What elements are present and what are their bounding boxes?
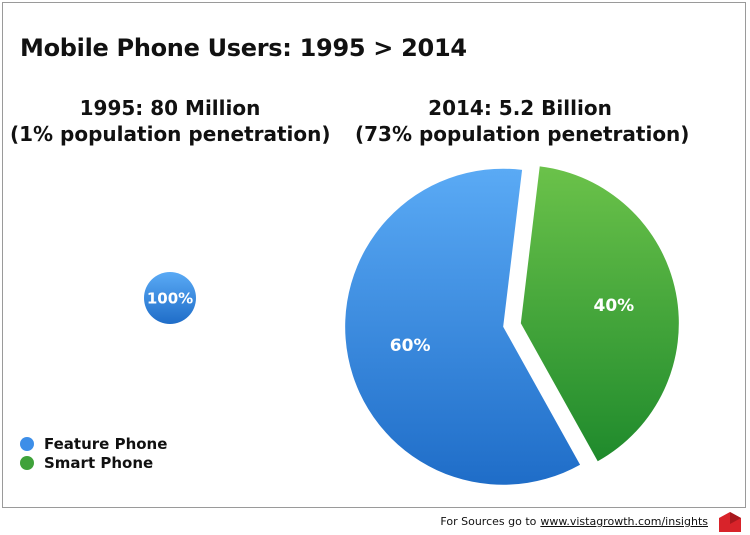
chart-frame: [2, 2, 746, 508]
legend-label-smart-phone: Smart Phone: [44, 453, 154, 472]
pie-1995-label-feature-phone: 100%: [147, 289, 193, 307]
pie-1995-slice-feature-phone: [144, 272, 196, 324]
legend-swatch-smart-phone: [20, 455, 34, 470]
pie-2014-heading: 2014: 5.2 Billion (73% population penetr…: [355, 95, 690, 147]
pie-1995-subtitle: (1% population penetration): [10, 122, 331, 146]
pie-2014-slice-smart-phone: [520, 166, 679, 462]
pie-2014-slice-feature-phone: [345, 168, 581, 485]
pie-2014-label-feature-phone: 60%: [390, 336, 431, 356]
legend-label-feature-phone: Feature Phone: [44, 434, 168, 453]
footer-text: For Sources go to: [440, 515, 537, 528]
footer-link[interactable]: www.vistagrowth.com/insights: [540, 515, 708, 528]
pie-1995-title: 1995: 80 Million: [79, 96, 261, 120]
pie-2014-subtitle: (73% population penetration): [355, 122, 690, 146]
legend: Feature Phone Smart Phone: [20, 434, 167, 472]
footer-sources: For Sources go to www.vistagrowth.com/ins…: [440, 515, 708, 528]
pie-1995-heading: 1995: 80 Million (1% population penetrat…: [10, 95, 331, 147]
pie-2014-title: 2014: 5.2 Billion: [428, 96, 612, 120]
pie-2014-label-smart-phone: 40%: [593, 296, 634, 316]
chart-title: Mobile Phone Users: 1995 > 2014: [20, 34, 467, 62]
legend-item-feature-phone: Feature Phone: [20, 434, 167, 453]
brand-logo-icon: [719, 512, 741, 532]
legend-item-smart-phone: Smart Phone: [20, 453, 167, 472]
legend-swatch-feature-phone: [20, 436, 34, 451]
